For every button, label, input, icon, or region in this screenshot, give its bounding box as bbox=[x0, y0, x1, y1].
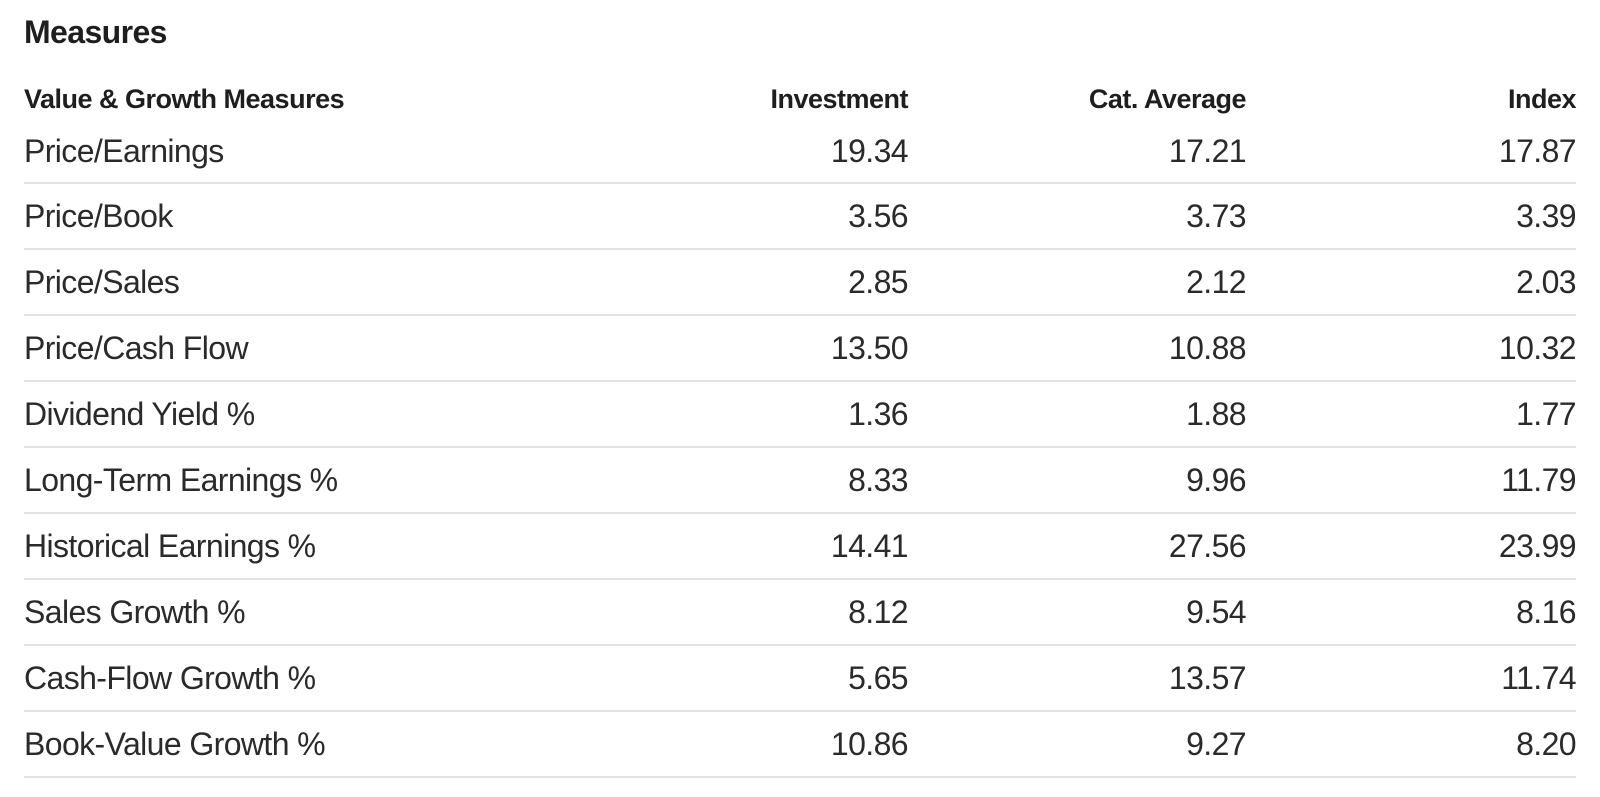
index-value: 3.39 bbox=[1246, 183, 1577, 250]
index-value: 11.74 bbox=[1246, 645, 1577, 712]
cat-average-value: 9.96 bbox=[908, 447, 1247, 514]
investment-value: 1.36 bbox=[608, 381, 909, 448]
cat-average-value: 9.27 bbox=[908, 711, 1247, 778]
index-value: 8.20 bbox=[1246, 711, 1577, 778]
row-label: Long-Term Earnings % bbox=[24, 447, 608, 514]
table-row: Long-Term Earnings % 8.33 9.96 11.79 bbox=[24, 447, 1577, 514]
row-label: Sales Growth % bbox=[24, 579, 608, 646]
investment-value: 3.56 bbox=[608, 183, 909, 250]
cat-average-value: 27.56 bbox=[908, 513, 1247, 580]
cat-average-value: 1.88 bbox=[908, 381, 1247, 448]
investment-value: 2.85 bbox=[608, 249, 909, 316]
investment-value: 8.33 bbox=[608, 447, 909, 514]
table-row: Price/Book 3.56 3.73 3.39 bbox=[24, 183, 1577, 250]
cat-average-value: 2.12 bbox=[908, 249, 1247, 316]
row-label: Price/Sales bbox=[24, 249, 608, 316]
investment-value: 8.12 bbox=[608, 579, 909, 646]
index-value: 17.87 bbox=[1246, 120, 1577, 184]
table-row: Sales Growth % 8.12 9.54 8.16 bbox=[24, 579, 1577, 646]
index-value: 2.03 bbox=[1246, 249, 1577, 316]
header-investment: Investment bbox=[770, 83, 908, 114]
table-row: Cash-Flow Growth % 5.65 13.57 11.74 bbox=[24, 645, 1577, 712]
table-row: Book-Value Growth % 10.86 9.27 8.20 bbox=[24, 711, 1577, 778]
table-row: Price/Cash Flow 13.50 10.88 10.32 bbox=[24, 315, 1577, 382]
table-row: Price/Earnings 19.34 17.21 17.87 bbox=[24, 120, 1577, 184]
row-label: Historical Earnings % bbox=[24, 513, 608, 580]
investment-value: 13.50 bbox=[608, 315, 909, 382]
section-title: Measures bbox=[24, 14, 167, 50]
row-label: Book-Value Growth % bbox=[24, 711, 608, 778]
row-label: Cash-Flow Growth % bbox=[24, 645, 608, 712]
investment-value: 5.65 bbox=[608, 645, 909, 712]
table-row: Dividend Yield % 1.36 1.88 1.77 bbox=[24, 381, 1577, 448]
header-index: Index bbox=[1507, 83, 1577, 114]
investment-value: 19.34 bbox=[608, 120, 909, 184]
cat-average-value: 9.54 bbox=[908, 579, 1247, 646]
cat-average-value: 17.21 bbox=[908, 120, 1247, 184]
row-label: Price/Cash Flow bbox=[24, 315, 608, 382]
cat-average-value: 3.73 bbox=[908, 183, 1247, 250]
table-row: Historical Earnings % 14.41 27.56 23.99 bbox=[24, 513, 1577, 580]
row-label: Price/Book bbox=[24, 183, 608, 250]
index-value: 23.99 bbox=[1246, 513, 1577, 580]
header-cat-average: Cat. Average bbox=[1088, 83, 1247, 114]
cat-average-value: 10.88 bbox=[908, 315, 1247, 382]
cat-average-value: 13.57 bbox=[908, 645, 1247, 712]
index-value: 8.16 bbox=[1246, 579, 1577, 646]
value-growth-measures-table: Value & Growth Measures Investment Cat. … bbox=[24, 78, 1577, 778]
row-label: Price/Earnings bbox=[24, 120, 608, 184]
table-row: Price/Sales 2.85 2.12 2.03 bbox=[24, 249, 1577, 316]
index-value: 1.77 bbox=[1246, 381, 1577, 448]
investment-value: 10.86 bbox=[608, 711, 909, 778]
row-label: Dividend Yield % bbox=[24, 381, 608, 448]
table-header-row: Value & Growth Measures Investment Cat. … bbox=[24, 78, 1577, 120]
index-value: 10.32 bbox=[1246, 315, 1577, 382]
header-label: Value & Growth Measures bbox=[24, 83, 345, 114]
index-value: 11.79 bbox=[1246, 447, 1577, 514]
investment-value: 14.41 bbox=[608, 513, 909, 580]
